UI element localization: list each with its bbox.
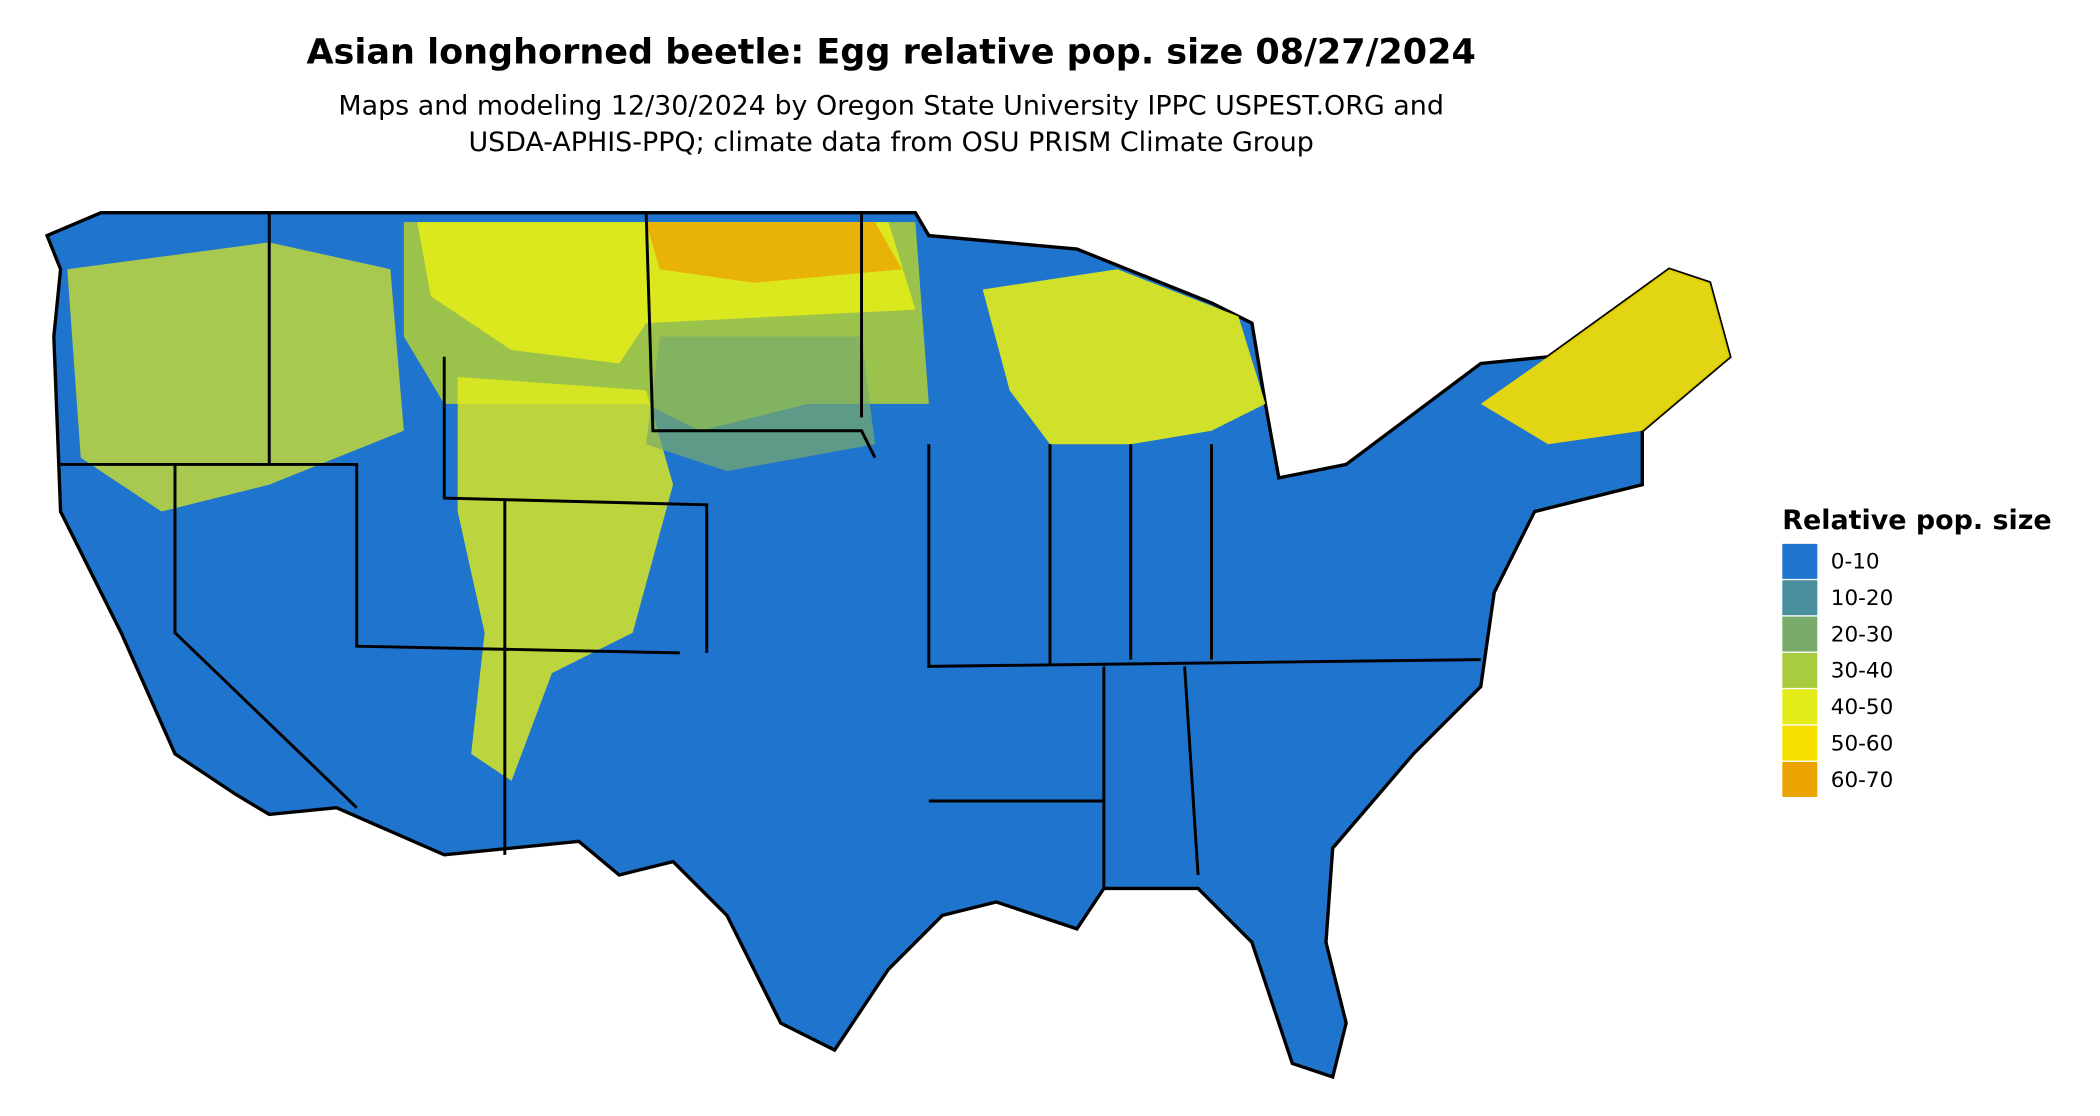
- suitability-zone: [1480, 269, 1730, 445]
- legend-label: 60-70: [1831, 768, 1894, 793]
- legend-label: 50-60: [1831, 731, 1894, 756]
- legend-swatch: [1782, 652, 1818, 688]
- state-border: [60, 212, 1481, 889]
- suitability-zone: [67, 242, 404, 512]
- legend-swatch: [1782, 689, 1818, 725]
- legend-title: Relative pop. size: [1782, 505, 2051, 536]
- legend-swatch: [1782, 761, 1818, 797]
- map-subtitle: USDA-APHIS-PPQ; climate data from OSU PR…: [468, 127, 1313, 158]
- legend-label: 10-20: [1831, 586, 1894, 611]
- suitability-zone: [646, 336, 875, 472]
- legend-swatch: [1782, 616, 1818, 652]
- legend-swatch: [1782, 543, 1818, 579]
- suitability-zone: [982, 269, 1266, 445]
- state-borders: [60, 212, 1481, 889]
- map-subtitle: Maps and modeling 12/30/2024 by Oregon S…: [338, 90, 1444, 121]
- legend: Relative pop. size 0-10 10-20 20-30 30-40 40…: [1782, 505, 2052, 797]
- legend-items: 0-10 10-20 20-30 30-40 40-50 50-60 60-70: [1782, 543, 1894, 797]
- legend-label: 40-50: [1831, 695, 1894, 720]
- suitability-zone: [646, 222, 902, 283]
- legend-swatch: [1782, 725, 1818, 761]
- map-title: Asian longhorned beetle: Egg relative po…: [306, 32, 1475, 72]
- suitability-zone: [457, 376, 674, 781]
- legend-swatch: [1782, 580, 1818, 616]
- map: [44, 211, 1732, 1080]
- legend-label: 30-40: [1831, 659, 1894, 684]
- legend-label: 0-10: [1831, 550, 1880, 575]
- legend-label: 20-30: [1831, 622, 1894, 647]
